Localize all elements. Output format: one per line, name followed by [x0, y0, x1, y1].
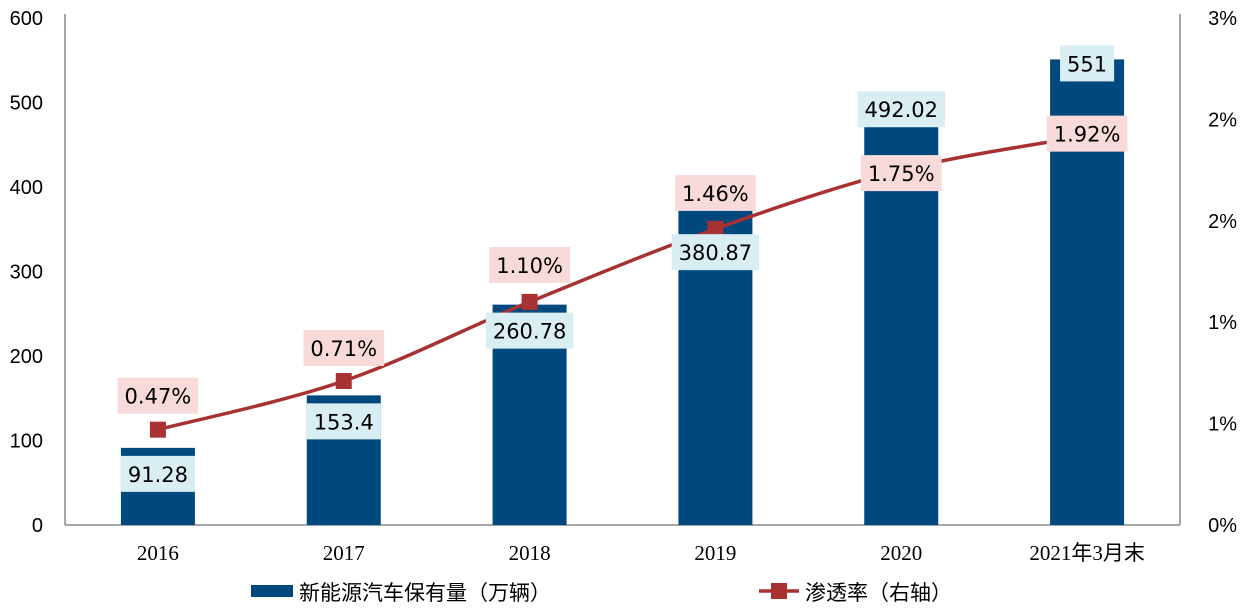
right-tick-label: 0%	[1208, 515, 1237, 537]
line-data-label: 1.75%	[860, 155, 942, 192]
left-tick-label: 600	[10, 8, 43, 30]
line-data-label: 0.47%	[117, 377, 199, 414]
line-data-label-text: 1.75%	[868, 162, 935, 186]
right-tick-label: 2%	[1208, 109, 1237, 131]
bar-data-label-text: 260.78	[493, 320, 566, 344]
left-tick-label: 0	[32, 515, 43, 537]
legend-label-bar: 新能源汽车保有量（万辆）	[299, 581, 551, 605]
left-tick-label: 100	[10, 431, 43, 453]
bar-data-label-bg	[857, 91, 945, 128]
line-data-label-text: 0.47%	[125, 385, 192, 409]
bar-data-label-text: 492.02	[865, 98, 938, 122]
line-marker	[521, 293, 538, 310]
line-data-label: 0.71%	[303, 330, 385, 367]
bar-data-label: 153.4	[306, 403, 381, 440]
line-data-label-bg	[1046, 115, 1128, 152]
x-tick-label: 2020	[880, 541, 922, 565]
right-tick-label: 2%	[1208, 211, 1237, 233]
line-marker	[335, 373, 352, 390]
bar-data-label-bg	[671, 234, 760, 271]
right-tick-label: 1%	[1208, 312, 1237, 334]
right-tick-label: 3%	[1208, 8, 1237, 30]
bar-data-label: 492.02	[857, 91, 945, 128]
bar-data-label-text: 380.87	[679, 241, 752, 265]
data-labels: 91.28 153.4 260.78 380.87 492.02 551 0.47% 0.71…	[117, 45, 1128, 492]
x-tick-label: 2019	[694, 541, 736, 565]
legend: 新能源汽车保有量（万辆） 渗透率（右轴）	[251, 581, 952, 605]
left-tick-label: 300	[10, 262, 43, 284]
line-data-label-text: 0.71%	[310, 337, 377, 361]
line-data-label-bg	[489, 246, 570, 283]
line-marker	[707, 220, 724, 237]
line-path	[157, 133, 1088, 432]
line-data-label: 1.46%	[675, 174, 756, 211]
line-data-label-text: 1.92%	[1054, 123, 1121, 147]
bar-data-label-bg	[120, 455, 195, 492]
line-data-label-bg	[303, 330, 385, 367]
bar-data-label-text: 551	[1067, 52, 1107, 76]
bar-data-label-bg	[485, 312, 574, 349]
legend-label-line: 渗透率（右轴）	[805, 581, 952, 605]
line-data-label-bg	[675, 174, 756, 211]
legend-swatch-bar	[251, 585, 293, 597]
line-series	[149, 127, 1096, 438]
bar-data-label: 380.87	[671, 234, 760, 271]
bar-data-label-bg	[1060, 45, 1115, 82]
axes: 0 100 200 300 400 500 600 0% 1% 1% 2% 2% 3% 2016 2017 2…	[10, 8, 1238, 565]
x-tick-label: 2016	[137, 541, 179, 565]
bar-data-label: 260.78	[485, 312, 574, 349]
left-tick-label: 400	[10, 177, 43, 199]
line-data-label-bg	[860, 155, 942, 192]
x-tick-label: 2017	[323, 541, 365, 565]
line-data-label-text: 1.10%	[496, 254, 563, 278]
bars	[120, 59, 1125, 525]
right-tick-label: 1%	[1208, 414, 1237, 436]
x-tick-label: 2018	[509, 541, 551, 565]
bar-data-label: 551	[1060, 45, 1115, 82]
bar-data-label-bg	[306, 403, 381, 440]
line-data-label-text: 1.46%	[682, 182, 749, 206]
left-tick-label: 200	[10, 346, 43, 368]
legend-marker	[771, 583, 787, 599]
x-tick-label: 2021年3月末	[1029, 541, 1145, 565]
line-marker	[149, 421, 166, 438]
bar-data-label: 91.28	[120, 455, 195, 492]
line-data-label: 1.10%	[489, 246, 570, 283]
line-data-label: 1.92%	[1046, 115, 1128, 152]
line-data-label-bg	[117, 377, 199, 414]
bar-data-label-text: 153.4	[314, 410, 374, 434]
bar-data-label-text: 91.28	[128, 463, 188, 487]
left-tick-label: 500	[10, 93, 43, 115]
